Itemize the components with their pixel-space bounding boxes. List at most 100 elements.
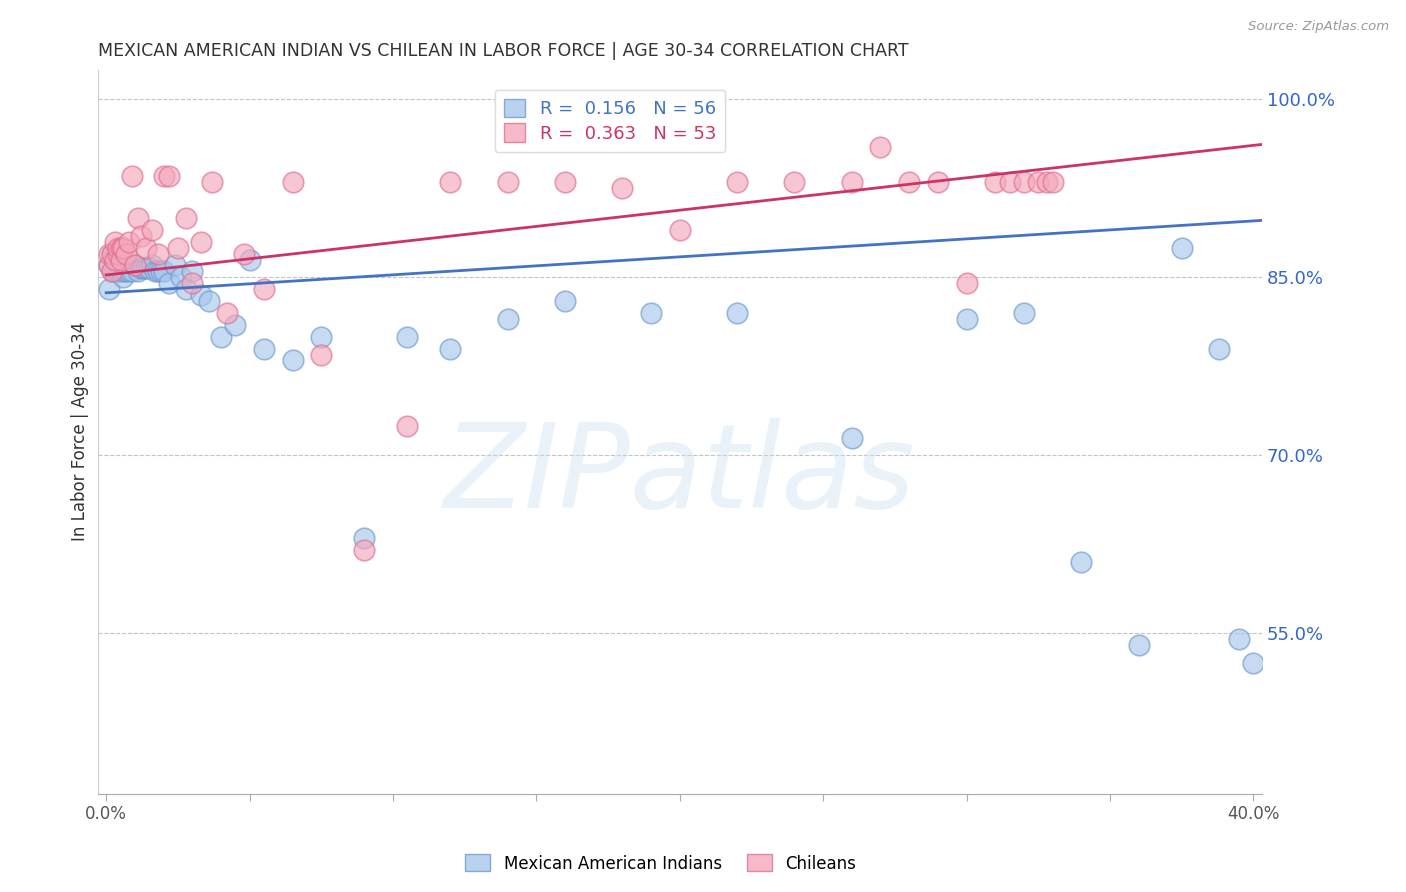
Point xyxy=(101,246,124,260)
Point xyxy=(170,270,193,285)
Point xyxy=(190,235,212,249)
Point xyxy=(146,246,169,260)
Point xyxy=(439,175,461,189)
Point xyxy=(181,264,204,278)
Point xyxy=(124,259,146,273)
Point xyxy=(396,329,419,343)
Point xyxy=(176,211,198,225)
Point xyxy=(107,264,129,278)
Point xyxy=(215,306,238,320)
Point xyxy=(190,288,212,302)
Point xyxy=(253,342,276,356)
Point xyxy=(129,228,152,243)
Point xyxy=(101,264,124,278)
Point xyxy=(1026,175,1049,189)
Point xyxy=(104,264,127,278)
Point xyxy=(439,342,461,356)
Point xyxy=(112,270,135,285)
Point xyxy=(127,264,149,278)
Point xyxy=(118,264,141,278)
Point xyxy=(898,175,921,189)
Point xyxy=(115,259,138,273)
Point xyxy=(110,264,132,278)
Point xyxy=(129,260,152,275)
Point xyxy=(121,264,143,278)
Legend: R =  0.156   N = 56, R =  0.363   N = 53: R = 0.156 N = 56, R = 0.363 N = 53 xyxy=(495,89,725,152)
Point xyxy=(115,264,138,278)
Point xyxy=(725,306,748,320)
Point xyxy=(209,329,232,343)
Point xyxy=(253,282,276,296)
Point xyxy=(146,264,169,278)
Point xyxy=(353,543,375,558)
Point xyxy=(143,264,166,278)
Point xyxy=(984,175,1007,189)
Point xyxy=(118,235,141,249)
Point xyxy=(869,140,891,154)
Point xyxy=(281,175,304,189)
Point xyxy=(132,260,155,275)
Point xyxy=(955,277,977,291)
Point xyxy=(127,211,149,225)
Point xyxy=(554,294,576,309)
Point xyxy=(1012,306,1035,320)
Point xyxy=(668,223,690,237)
Point xyxy=(783,175,806,189)
Point xyxy=(955,312,977,326)
Point xyxy=(1042,175,1064,189)
Y-axis label: In Labor Force | Age 30-34: In Labor Force | Age 30-34 xyxy=(72,322,89,541)
Point xyxy=(640,306,662,320)
Point xyxy=(152,169,174,184)
Point xyxy=(198,294,221,309)
Point xyxy=(167,241,190,255)
Point xyxy=(112,241,135,255)
Point xyxy=(1070,555,1092,569)
Point xyxy=(157,277,180,291)
Point xyxy=(1036,175,1059,189)
Point xyxy=(98,259,121,273)
Point xyxy=(309,329,332,343)
Point xyxy=(281,353,304,368)
Point xyxy=(157,169,180,184)
Point xyxy=(138,260,160,275)
Point xyxy=(725,175,748,189)
Text: MEXICAN AMERICAN INDIAN VS CHILEAN IN LABOR FORCE | AGE 30-34 CORRELATION CHART: MEXICAN AMERICAN INDIAN VS CHILEAN IN LA… xyxy=(97,42,908,60)
Point xyxy=(135,241,157,255)
Point xyxy=(112,264,135,278)
Point xyxy=(396,418,419,433)
Point xyxy=(152,264,174,278)
Point xyxy=(104,235,127,249)
Legend: Mexican American Indians, Chileans: Mexican American Indians, Chileans xyxy=(458,847,863,880)
Point xyxy=(841,431,863,445)
Point xyxy=(101,246,124,260)
Point xyxy=(1227,632,1250,647)
Point xyxy=(98,282,121,296)
Point xyxy=(107,241,129,255)
Point xyxy=(239,252,262,267)
Point xyxy=(1241,656,1264,670)
Point xyxy=(224,318,246,332)
Point xyxy=(309,347,332,361)
Point xyxy=(998,175,1021,189)
Point xyxy=(112,241,135,255)
Point xyxy=(1012,175,1035,189)
Point xyxy=(135,260,157,275)
Point xyxy=(107,246,129,260)
Point xyxy=(353,532,375,546)
Point xyxy=(1128,638,1150,652)
Point xyxy=(1170,241,1192,255)
Point xyxy=(107,259,129,273)
Text: ZIPatlas: ZIPatlas xyxy=(444,418,915,533)
Point xyxy=(181,277,204,291)
Point xyxy=(121,169,143,184)
Point xyxy=(232,246,254,260)
Point xyxy=(163,259,186,273)
Point xyxy=(149,264,172,278)
Point xyxy=(176,282,198,296)
Point xyxy=(141,259,163,273)
Point xyxy=(141,223,163,237)
Point xyxy=(612,181,634,195)
Point xyxy=(110,252,132,267)
Point xyxy=(124,259,146,273)
Point xyxy=(496,312,519,326)
